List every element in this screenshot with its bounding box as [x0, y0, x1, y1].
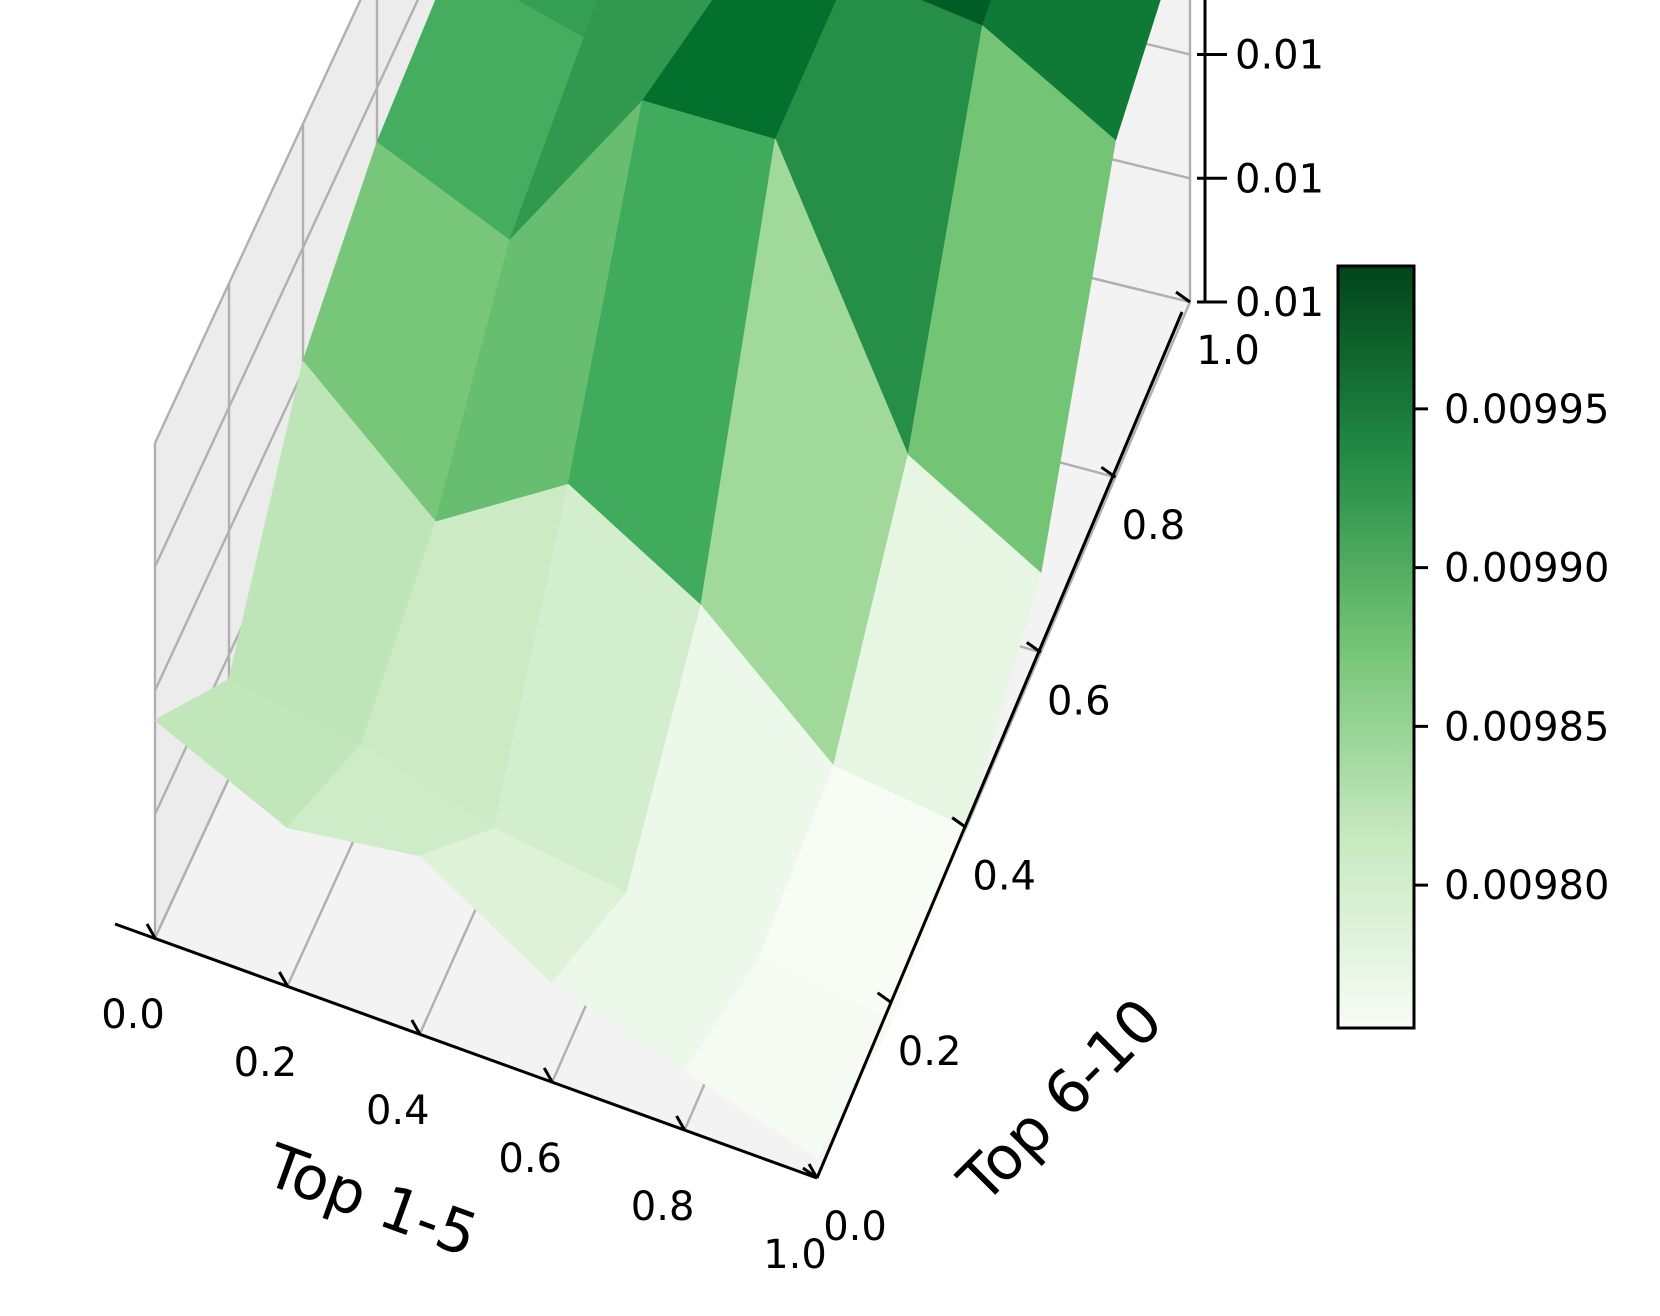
surface-patch [684, 957, 893, 1159]
colorbar: 0.00980 0.00985 0.00990 0.00995 [1336, 264, 1609, 1030]
z-gridline [153, 0, 362, 444]
x-tick-mark [675, 1115, 686, 1131]
z-gridline [153, 0, 420, 568]
y-tick-mark [1100, 465, 1117, 479]
y-tick-label: 0.8 [1122, 503, 1186, 549]
y-tick-label: 0.2 [898, 1029, 962, 1075]
colorbar-tick-label: 0.00990 [1444, 546, 1609, 592]
y-axis-label: Top 6-10 [945, 985, 1177, 1217]
x-axis-label: Top 1-5 [256, 1131, 486, 1272]
colorbar-gradient [1336, 264, 1416, 1030]
y-tick-mark [876, 991, 893, 1005]
x-tick-mark [278, 971, 289, 987]
y-tick-label: 1.0 [1196, 328, 1260, 374]
x-tick-label: 1.0 [763, 1232, 827, 1278]
z-tick-label: 0.01 [1235, 280, 1324, 326]
tick-labels: 0.00.20.40.60.81.00.00.20.40.60.81.00.01… [101, 33, 1324, 1279]
colorbar-tick-label: 0.00980 [1444, 863, 1609, 909]
y-tick-label: 0.4 [972, 854, 1036, 900]
colorbar-tick-label: 0.00995 [1444, 387, 1609, 433]
x-tick-mark [542, 1067, 554, 1083]
y-tick-label: 0.0 [823, 1204, 887, 1250]
x-axis-line [114, 922, 818, 1180]
x-tick-label: 0.2 [234, 1040, 298, 1086]
surface [154, 0, 1161, 1159]
x-tick-label: 0.8 [631, 1184, 695, 1230]
colorbar-tick-label: 0.00985 [1444, 704, 1609, 750]
y-axis-line [815, 311, 1184, 1179]
y-tick-mark [1175, 290, 1191, 304]
axes-lines [114, 0, 1227, 1180]
x-tick-label: 0.6 [498, 1136, 562, 1182]
y-tick-mark [951, 816, 968, 829]
z-tick-label: 0.01 [1235, 156, 1324, 202]
x-tick-mark [410, 1019, 422, 1035]
y-tick-mark [802, 1166, 818, 1180]
y-tick-mark [1025, 641, 1042, 654]
y-tick-label: 0.6 [1047, 678, 1111, 724]
x-tick-label: 0.4 [366, 1088, 430, 1134]
x-tick-label: 0.0 [101, 992, 165, 1038]
z-tick-label: 0.01 [1235, 33, 1324, 79]
x-tick-mark [145, 923, 157, 939]
